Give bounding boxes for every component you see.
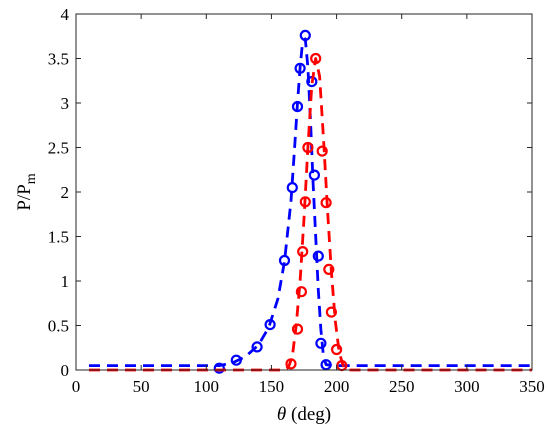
y-tick-label: 3 xyxy=(61,94,70,113)
data-point xyxy=(213,362,225,374)
x-tick-label: 0 xyxy=(72,377,81,396)
x-axis-unit: (deg) xyxy=(286,404,331,425)
y-axis-title: P/Pm xyxy=(14,173,39,210)
data-point xyxy=(264,319,276,331)
y-axis-sub: m xyxy=(24,173,39,184)
data-point xyxy=(278,254,291,267)
data-point xyxy=(291,100,304,113)
x-tick-label: 350 xyxy=(519,377,545,396)
data-point xyxy=(315,337,327,349)
data-point xyxy=(308,169,320,181)
x-tick-label: 100 xyxy=(194,377,220,396)
y-axis-main: P/P xyxy=(14,184,35,210)
series-layer xyxy=(89,29,532,374)
plot-area xyxy=(76,14,532,370)
series-2 xyxy=(89,52,532,372)
y-tick-label: 0.5 xyxy=(48,317,69,336)
series-line xyxy=(89,37,532,367)
x-tick-label: 150 xyxy=(259,377,285,396)
data-point xyxy=(320,359,332,371)
y-tick-label: 2 xyxy=(61,183,70,202)
series-1 xyxy=(89,29,532,374)
data-point xyxy=(302,141,314,154)
data-point xyxy=(299,196,311,208)
data-point xyxy=(297,246,309,258)
data-point xyxy=(294,62,306,74)
y-tick-label: 3.5 xyxy=(48,50,69,69)
series-line xyxy=(89,57,532,372)
data-point xyxy=(323,263,335,275)
data-point xyxy=(310,52,322,65)
x-tick-label: 250 xyxy=(389,377,415,396)
y-tick-label: 1 xyxy=(61,272,70,291)
data-point xyxy=(312,250,324,262)
data-point xyxy=(291,323,304,335)
data-point xyxy=(251,341,263,353)
data-point xyxy=(230,354,242,366)
y-tick-label: 0 xyxy=(61,361,70,380)
data-point xyxy=(285,358,297,370)
data-point xyxy=(295,286,307,298)
x-tick-label: 50 xyxy=(133,377,150,396)
data-point xyxy=(286,182,298,194)
data-point xyxy=(320,197,332,209)
x-tick-label: 300 xyxy=(454,377,480,396)
y-tick-label: 1.5 xyxy=(48,228,69,247)
x-axis-symbol: θ xyxy=(277,404,286,425)
x-tick-label: 200 xyxy=(324,377,350,396)
data-point xyxy=(316,145,328,157)
data-point xyxy=(299,29,311,42)
axes-layer: 0 50 100 150 200 250 300 350 0 0.5 1 1.5 2 2.5 3 3.5 4 xyxy=(48,5,545,396)
x-axis-title: θ (deg) xyxy=(277,404,331,425)
y-tick-label: 2.5 xyxy=(48,139,69,158)
data-point xyxy=(331,343,343,356)
y-tick-label: 4 xyxy=(61,5,70,24)
data-point xyxy=(325,306,337,318)
